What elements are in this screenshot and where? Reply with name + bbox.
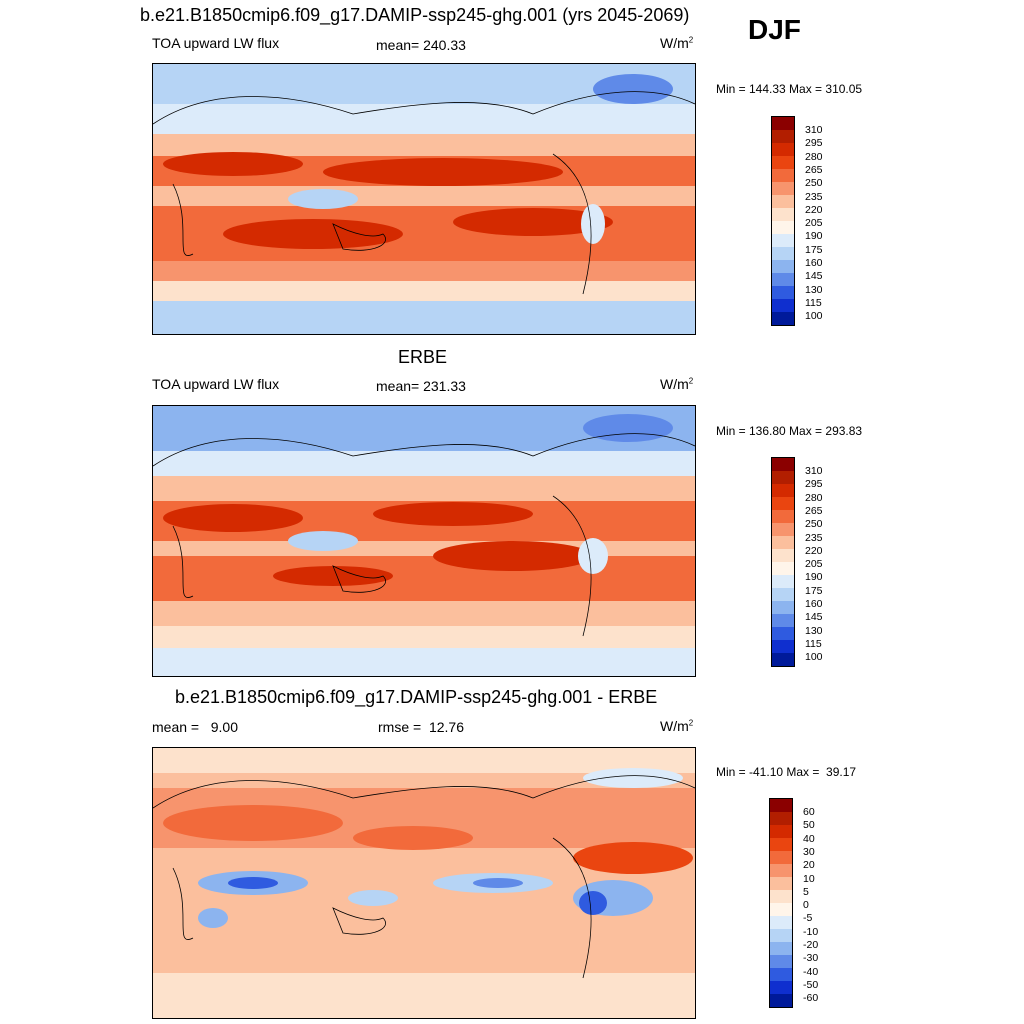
panel3-rmse: rmse = 12.76: [378, 719, 464, 735]
panel1-title: b.e21.B1850cmip6.f09_g17.DAMIP-ssp245-gh…: [140, 5, 690, 25]
panel2-variable-label: TOA upward LW flux: [152, 376, 280, 392]
panel2-colorbar: [771, 457, 795, 667]
panel3-min-max: Min = -41.10 Max = 39.17: [716, 765, 857, 779]
panel1-map: [152, 63, 696, 335]
panel2-units: W/m2: [660, 376, 694, 392]
panel3-colorbar: [769, 798, 793, 1008]
panel2-min-max: Min = 136.80 Max = 293.83: [716, 424, 863, 438]
panel1-units: W/m2: [660, 35, 694, 51]
panel2-mean: mean= 231.33: [376, 378, 466, 394]
season-label: DJF: [748, 14, 801, 45]
panel2-title: ERBE: [398, 347, 448, 367]
panel3-map: [152, 747, 696, 1019]
panel3-title: b.e21.B1850cmip6.f09_g17.DAMIP-ssp245-gh…: [175, 687, 658, 707]
panel2-map: [152, 405, 696, 677]
panel1-mean: mean= 240.33: [376, 37, 466, 53]
panel3-mean: mean = 9.00: [152, 719, 239, 735]
panel1-variable-label: TOA upward LW flux: [152, 35, 280, 51]
panel1-min-max: Min = 144.33 Max = 310.05: [716, 82, 863, 96]
panel1-colorbar: [771, 116, 795, 326]
panel3-units: W/m2: [660, 718, 694, 734]
